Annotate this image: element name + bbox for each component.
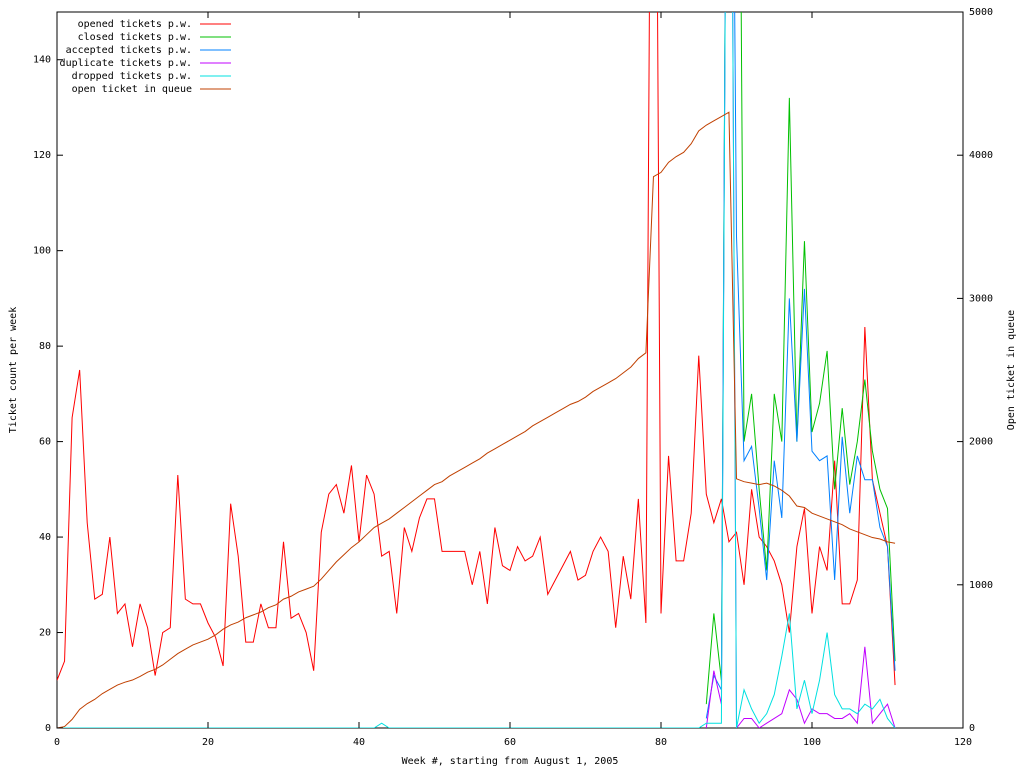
y-tick-label: 140 [33, 55, 51, 66]
x-axis-title: Week #, starting from August 1, 2005 [402, 756, 619, 767]
y-tick-label: 40 [39, 532, 51, 543]
x-tick-label: 60 [504, 737, 516, 748]
y2-tick-label: 5000 [969, 7, 993, 18]
series-line [705, 12, 896, 705]
plot-border [56, 11, 964, 729]
legend-label: closed tickets p.w. [78, 32, 192, 43]
y-tick-label: 100 [33, 246, 51, 257]
series-line [57, 12, 896, 728]
series-line [57, 12, 896, 686]
y-tick-label: 80 [39, 341, 51, 352]
y2-tick-label: 0 [969, 723, 975, 734]
x-tick-label: 20 [202, 737, 214, 748]
y-tick-label: 60 [39, 437, 51, 448]
legend-label: accepted tickets p.w. [66, 45, 192, 56]
legend-label: duplicate tickets p.w. [60, 58, 192, 69]
y2-tick-label: 1000 [969, 580, 993, 591]
legend-label: dropped tickets p.w. [72, 71, 192, 82]
y-tick-label: 20 [39, 628, 51, 639]
x-tick-label: 120 [954, 737, 972, 748]
legend-label: open ticket in queue [72, 84, 192, 95]
y-tick-label: 0 [45, 723, 51, 734]
y2-tick-label: 4000 [969, 150, 993, 161]
series-line [705, 12, 896, 728]
plot-lines [57, 12, 896, 728]
x-tick-label: 80 [655, 737, 667, 748]
x-tick-label: 100 [803, 737, 821, 748]
y-axis-title: Ticket count per week [8, 307, 19, 433]
x-tick-label: 0 [54, 737, 60, 748]
x-tick-label: 40 [353, 737, 365, 748]
y-tick-label: 120 [33, 150, 51, 161]
series-line [705, 12, 896, 719]
y2-axis-title: Open ticket in queue [1006, 310, 1017, 430]
y2-tick-label: 2000 [969, 437, 993, 448]
legend-label: opened tickets p.w. [78, 19, 192, 30]
y2-tick-label: 3000 [969, 293, 993, 304]
series-line [57, 111, 896, 728]
